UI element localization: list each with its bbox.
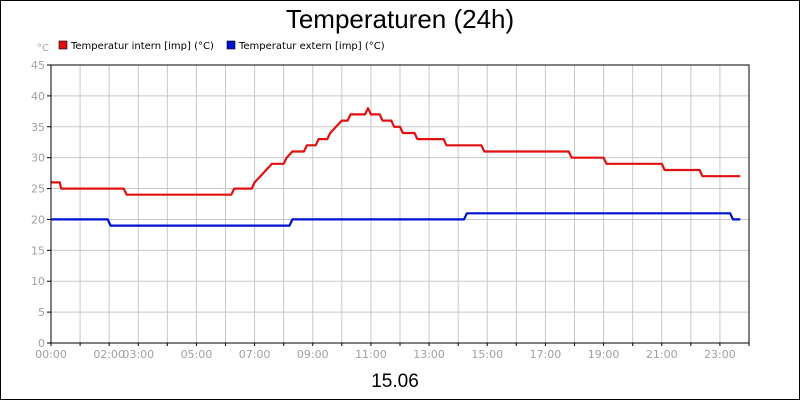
x-tick-label: 03:00 bbox=[122, 348, 154, 361]
x-tick-label: 15:00 bbox=[471, 348, 503, 361]
legend-label: Temperatur extern [imp] (°C) bbox=[238, 41, 385, 52]
x-tick-label: 23:00 bbox=[704, 348, 736, 361]
y-tick-label: 5 bbox=[38, 306, 45, 319]
x-tick-label: 05:00 bbox=[181, 348, 213, 361]
series-layer bbox=[51, 107, 741, 227]
y-tick-label: 30 bbox=[31, 152, 45, 165]
x-tick-label: 17:00 bbox=[530, 348, 562, 361]
y-tick-label: 40 bbox=[31, 90, 45, 103]
y-tick-label: 25 bbox=[31, 183, 45, 196]
x-tick-label: 11:00 bbox=[355, 348, 387, 361]
x-tick-label: 19:00 bbox=[588, 348, 620, 361]
chart-title: Temperaturen (24h) bbox=[286, 4, 514, 34]
legend-swatch bbox=[226, 40, 236, 50]
x-tick-label: 09:00 bbox=[297, 348, 329, 361]
x-tick-label: 21:00 bbox=[646, 348, 678, 361]
x-tick-label: 00:00 bbox=[35, 348, 67, 361]
y-tick-label: 35 bbox=[31, 121, 45, 134]
legend: Temperatur intern [imp] (°C) Temperatur e… bbox=[58, 40, 385, 52]
y-tick-label: 20 bbox=[31, 213, 45, 226]
x-axis-date-label: 15.06 bbox=[371, 371, 419, 392]
series-line-intern bbox=[51, 107, 741, 196]
x-tick-label: 13:00 bbox=[413, 348, 445, 361]
x-tick-label: 02:00 bbox=[93, 348, 125, 361]
y-axis-ticks: 0 5 10 15 20 25 30 35 40 45 bbox=[31, 59, 51, 350]
series-line-extern bbox=[51, 212, 741, 227]
y-tick-label: 0 bbox=[38, 337, 45, 350]
grid bbox=[50, 64, 750, 344]
x-tick-label: 07:00 bbox=[239, 348, 271, 361]
y-tick-label: 45 bbox=[31, 59, 45, 72]
y-tick-label: 10 bbox=[31, 275, 45, 288]
y-tick-label: 15 bbox=[31, 244, 45, 257]
legend-label: Temperatur intern [imp] (°C) bbox=[70, 41, 214, 52]
y-axis-unit-label: °C bbox=[37, 43, 49, 54]
legend-swatch bbox=[58, 40, 68, 50]
